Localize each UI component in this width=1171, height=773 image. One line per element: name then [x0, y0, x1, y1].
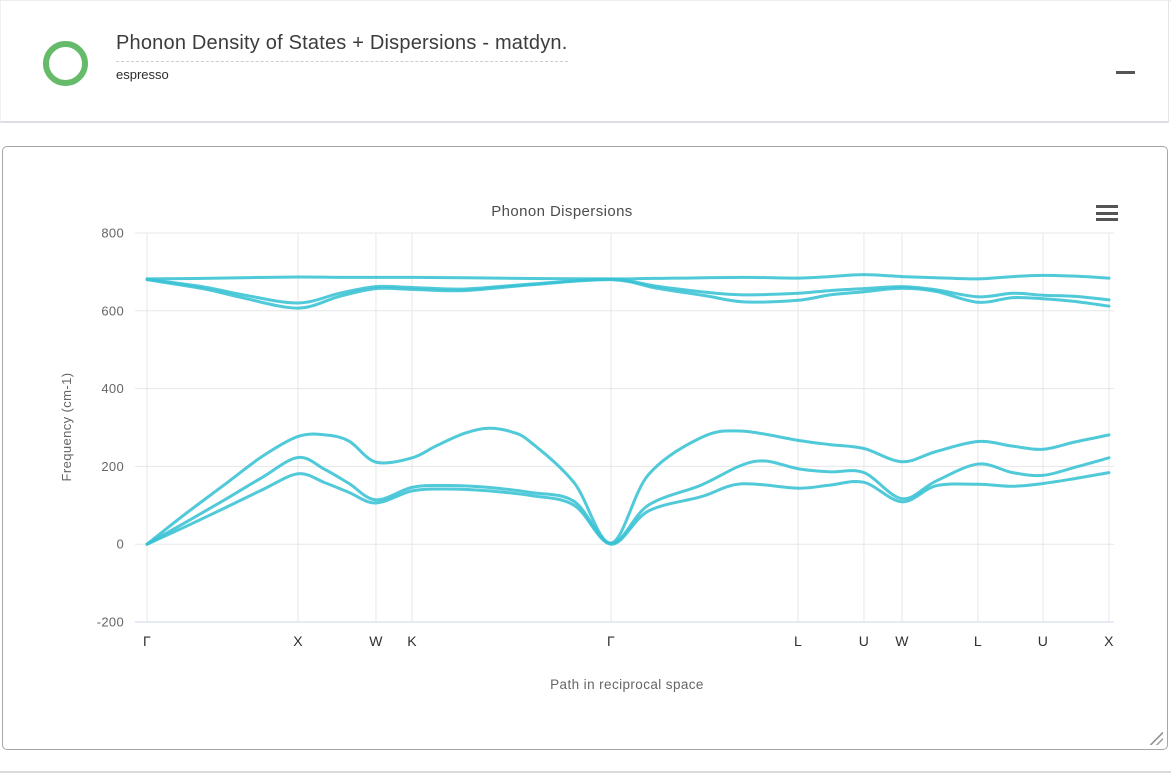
y-tick-label: 600: [101, 303, 124, 318]
dispersion-plot[interactable]: 800 600 400 200 0 -200 Γ X W K Γ L U W L U X: [3, 147, 1167, 749]
x-tick-label: X: [1104, 633, 1114, 649]
title-wrap: Phonon Density of States + Dispersions -…: [116, 32, 568, 82]
resize-grip[interactable]: [1150, 732, 1163, 745]
phonon-dispersions-panel: 800 600 400 200 0 -200 Γ X W K Γ L U W L U X Phonon Disp…: [2, 146, 1168, 750]
series-acoustic-3: [145, 426, 1111, 546]
x-tick-label: L: [974, 633, 982, 649]
x-tick-label: W: [369, 633, 383, 649]
page-top-divider: [0, 0, 1171, 1]
x-tick-label: W: [895, 633, 909, 649]
y-tick-label: 200: [101, 459, 124, 474]
y-tick-label: 400: [101, 381, 124, 396]
widget-header: Phonon Density of States + Dispersions -…: [0, 1, 1169, 123]
next-panel-edge: [0, 771, 1171, 773]
x-tick-label: Γ: [143, 633, 151, 649]
x-tick-label: X: [293, 633, 303, 649]
chart-title: Phonon Dispersions: [491, 203, 633, 220]
x-tick-label: K: [407, 633, 417, 649]
minimize-icon: [1115, 70, 1135, 74]
app-circle-icon: [43, 41, 88, 86]
x-tick-label: L: [794, 633, 802, 649]
chart-menu-button[interactable]: [1092, 200, 1122, 227]
x-tick-label: Γ: [607, 633, 615, 649]
x-tick-label: U: [859, 633, 869, 649]
series-optical-2: [145, 277, 1111, 305]
series-optical-1: [145, 278, 1111, 310]
y-axis-title: Frequency (cm-1): [59, 372, 74, 482]
widget-title-editable[interactable]: Phonon Density of States + Dispersions -…: [116, 32, 568, 62]
series-acoustic-2: [145, 455, 1111, 546]
y-tick-label: 800: [101, 226, 124, 241]
y-tick-label: -200: [97, 615, 124, 630]
series-optical-3: [145, 273, 1111, 281]
series-acoustic-1: [145, 471, 1111, 546]
x-axis-title: Path in reciprocal space: [550, 677, 704, 692]
x-tick-label: U: [1038, 633, 1048, 649]
widget-subtitle: espresso: [116, 67, 169, 82]
y-tick-label: 0: [116, 537, 124, 552]
minimize-button[interactable]: [1109, 54, 1141, 80]
hamburger-menu-icon: [1096, 205, 1118, 209]
